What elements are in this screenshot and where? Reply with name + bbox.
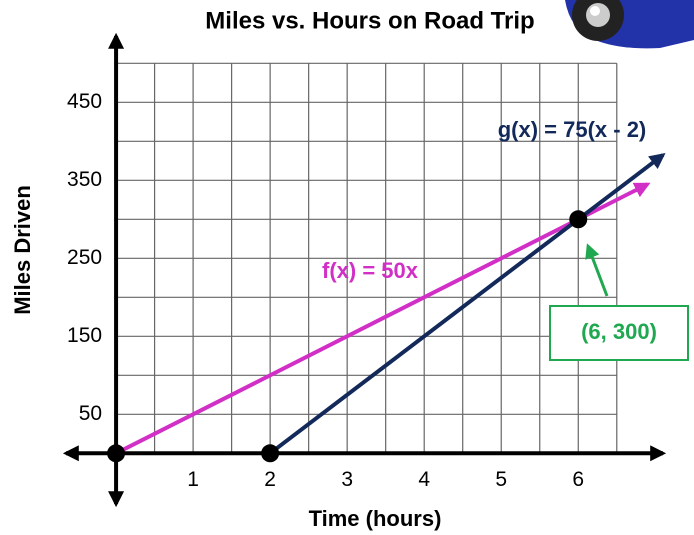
plot: 50 150 250 350 450 1 2 3 4 5 6 f(x) = 50x g(x) = 75(… <box>66 36 688 504</box>
x-tick-label: 5 <box>495 468 507 491</box>
y-axis-label: Miles Driven <box>10 185 35 315</box>
x-tick-label: 4 <box>418 468 430 491</box>
x-axis-label: Time (hours) <box>309 506 442 531</box>
point <box>107 444 125 462</box>
y-tick-label: 250 <box>67 246 102 269</box>
line <box>270 155 663 453</box>
legend-label: f(x) = 50x <box>322 258 419 283</box>
chart-title: Miles vs. Hours on Road Trip <box>205 7 534 34</box>
y-tick-label: 150 <box>67 324 102 347</box>
annotation-text: (6, 300) <box>581 319 657 344</box>
x-tick-label: 6 <box>572 468 584 491</box>
annotation-arrow <box>588 246 607 296</box>
car-icon <box>565 0 694 48</box>
y-tick-label: 450 <box>67 90 102 113</box>
chart: 50 150 250 350 450 1 2 3 4 5 6 f(x) = 50x g(x) = 75(… <box>0 0 694 535</box>
legend-label: g(x) = 75(x - 2) <box>498 117 647 142</box>
point <box>261 444 279 462</box>
y-tick-label: 50 <box>79 402 102 425</box>
x-tick-label: 2 <box>264 468 276 491</box>
y-tick-label: 350 <box>67 168 102 191</box>
x-tick-label: 3 <box>341 468 353 491</box>
point <box>569 210 587 228</box>
x-tick-label: 1 <box>187 468 199 491</box>
